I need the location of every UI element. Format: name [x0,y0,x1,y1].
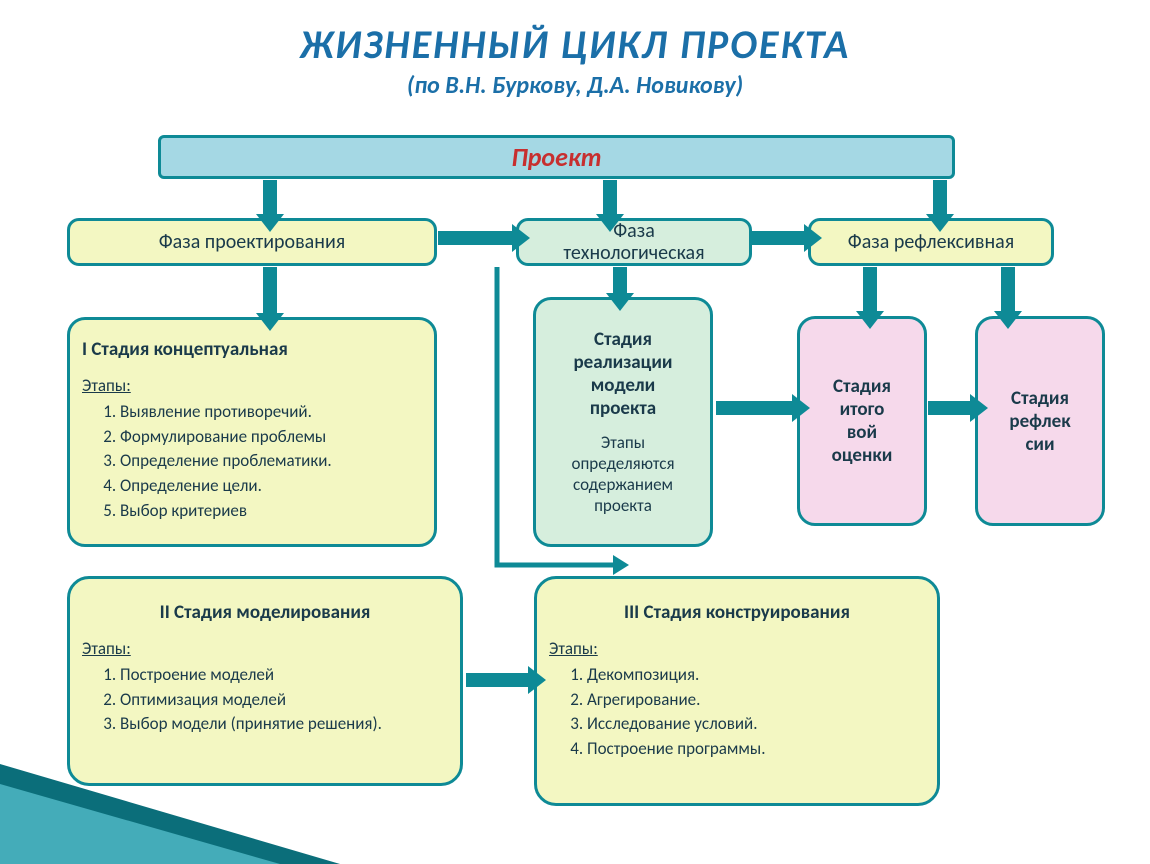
stage-1-steps-label: Этапы: [82,375,422,396]
t: содержанием [571,474,674,495]
list-item: Определение проблематики. [120,449,422,474]
stage-realization-box: Стадия реализации модели проекта Этапы о… [533,297,713,547]
t: Стадия [832,375,893,398]
t: Этапы [571,432,674,453]
t: определяются [571,453,674,474]
list-item: Декомпозиция. [587,663,925,688]
list-item: Построение программы. [587,737,925,762]
stage-3-steps-label: Этапы: [549,638,925,659]
stage-3-box: III Стадия конструирования Этапы: Декомп… [534,576,940,806]
t: вой [832,421,893,444]
stage-refl-box: Стадия рефлек сии [975,316,1105,526]
stage-2-steps: Построение моделейОптимизация моделейВыб… [82,663,448,737]
list-item: Выявление противоречий. [120,400,422,425]
list-item: Выбор модели (принятие решения). [120,712,448,737]
t: Стадия [1009,387,1070,410]
page-title: ЖИЗНЕННЫЙ ЦИКЛ ПРОЕКТА [0,0,1150,69]
phase-design-label: Фаза проектирования [159,230,346,254]
phase-tech-box: Фаза технологическая [516,218,752,266]
project-label: Проект [511,141,601,173]
list-item: Построение моделей [120,663,448,688]
t: проекта [571,495,674,516]
t: модели [573,374,672,397]
phase-reflex-label: Фаза рефлексивная [848,230,1014,254]
t: итого [832,398,893,421]
stage-1-box: I Стадия концептуальная Этапы: Выявление… [67,317,437,547]
stage-2-title: II Стадия моделирования [82,601,448,624]
stage-real-title: Стадия реализации модели проекта [573,328,672,420]
stage-2-box: II Стадия моделирования Этапы: Построени… [67,576,463,786]
list-item: Агрегирование. [587,688,925,713]
t: оценки [832,444,893,467]
list-item: Исследование условий. [587,712,925,737]
t: сии [1009,433,1070,456]
phase-reflex-box: Фаза рефлексивная [808,218,1054,266]
phase-tech-line1: Фаза [613,220,655,242]
list-item: Оптимизация моделей [120,688,448,713]
t: Стадия [573,328,672,351]
page-subtitle: (по В.Н. Буркову, Д.А. Новикову) [0,71,1150,100]
project-box: Проект [158,135,955,179]
t: рефлек [1009,410,1070,433]
list-item: Определение цели. [120,474,422,499]
phase-design-box: Фаза проектирования [67,218,437,266]
list-item: Выбор критериев [120,499,422,524]
stage-refl-title: Стадия рефлек сии [1009,387,1070,456]
stage-1-steps: Выявление противоречий.Формулирование пр… [82,400,422,523]
stage-eval-title: Стадия итого вой оценки [832,375,893,467]
stage-3-title: III Стадия конструирования [549,601,925,624]
stage-eval-box: Стадия итого вой оценки [797,316,927,526]
t: реализации [573,351,672,374]
decor-triangle-light [0,784,280,864]
list-item: Формулирование проблемы [120,425,422,450]
phase-tech-line2: технологическая [563,242,704,264]
stage-real-sub: Этапы определяются содержанием проекта [571,432,674,516]
stage-1-title: I Стадия концептуальная [82,338,422,361]
stage-3-steps: Декомпозиция.Агрегирование.Исследование … [549,663,925,762]
t: проекта [573,397,672,420]
stage-2-steps-label: Этапы: [82,638,448,659]
